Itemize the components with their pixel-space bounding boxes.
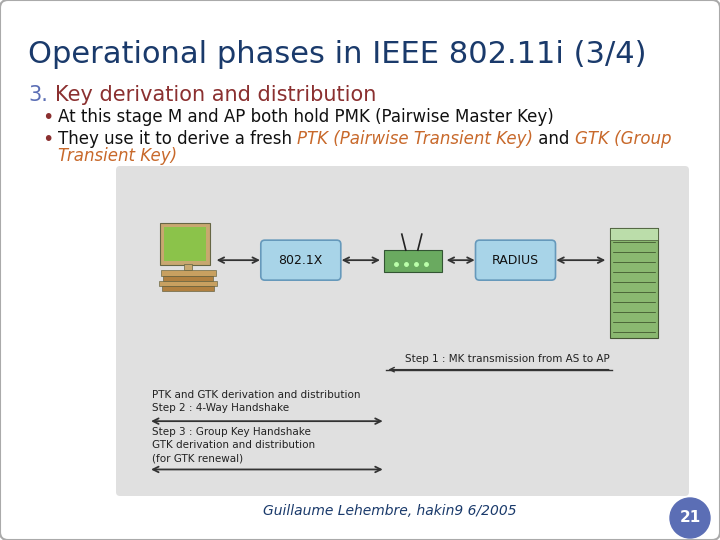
- FancyBboxPatch shape: [384, 250, 442, 272]
- Text: RADIUS: RADIUS: [492, 254, 539, 267]
- Bar: [159, 281, 217, 286]
- Text: Step 1 : MK transmission from AS to AP: Step 1 : MK transmission from AS to AP: [405, 354, 610, 363]
- Text: They use it to derive a fresh: They use it to derive a fresh: [58, 130, 297, 148]
- Text: •: •: [42, 130, 53, 149]
- Text: •: •: [42, 108, 53, 127]
- Circle shape: [670, 498, 710, 538]
- Text: PTK and GTK derivation and distribution: PTK and GTK derivation and distribution: [152, 390, 361, 400]
- Bar: [610, 228, 658, 240]
- Text: Transient Key): Transient Key): [58, 147, 177, 165]
- Text: Guillaume Lehembre, hakin9 6/2005: Guillaume Lehembre, hakin9 6/2005: [264, 504, 517, 518]
- Bar: [184, 264, 192, 270]
- Text: Step 2 : 4-Way Handshake: Step 2 : 4-Way Handshake: [152, 403, 289, 413]
- Bar: [161, 270, 216, 276]
- Text: Step 3 : Group Key Handshake: Step 3 : Group Key Handshake: [152, 428, 311, 437]
- Text: GTK derivation and distribution: GTK derivation and distribution: [152, 441, 315, 450]
- Text: 802.1X: 802.1X: [279, 254, 323, 267]
- FancyBboxPatch shape: [475, 240, 556, 280]
- Bar: [162, 286, 214, 291]
- Bar: [610, 228, 658, 338]
- Text: Operational phases in IEEE 802.11i (3/4): Operational phases in IEEE 802.11i (3/4): [28, 40, 647, 69]
- Text: At this stage M and AP both hold PMK (Pairwise Master Key): At this stage M and AP both hold PMK (Pa…: [58, 108, 554, 126]
- Bar: [163, 276, 213, 281]
- Text: (for GTK renewal): (for GTK renewal): [152, 454, 243, 463]
- Text: Key derivation and distribution: Key derivation and distribution: [55, 85, 377, 105]
- Text: and: and: [534, 130, 575, 148]
- Text: PTK (Pairwise Transient Key): PTK (Pairwise Transient Key): [297, 130, 534, 148]
- FancyBboxPatch shape: [116, 166, 689, 496]
- Text: 3.: 3.: [28, 85, 48, 105]
- Text: 21: 21: [680, 510, 701, 525]
- Text: GTK (Group: GTK (Group: [575, 130, 671, 148]
- FancyBboxPatch shape: [261, 240, 341, 280]
- FancyBboxPatch shape: [160, 223, 210, 265]
- FancyBboxPatch shape: [164, 227, 206, 261]
